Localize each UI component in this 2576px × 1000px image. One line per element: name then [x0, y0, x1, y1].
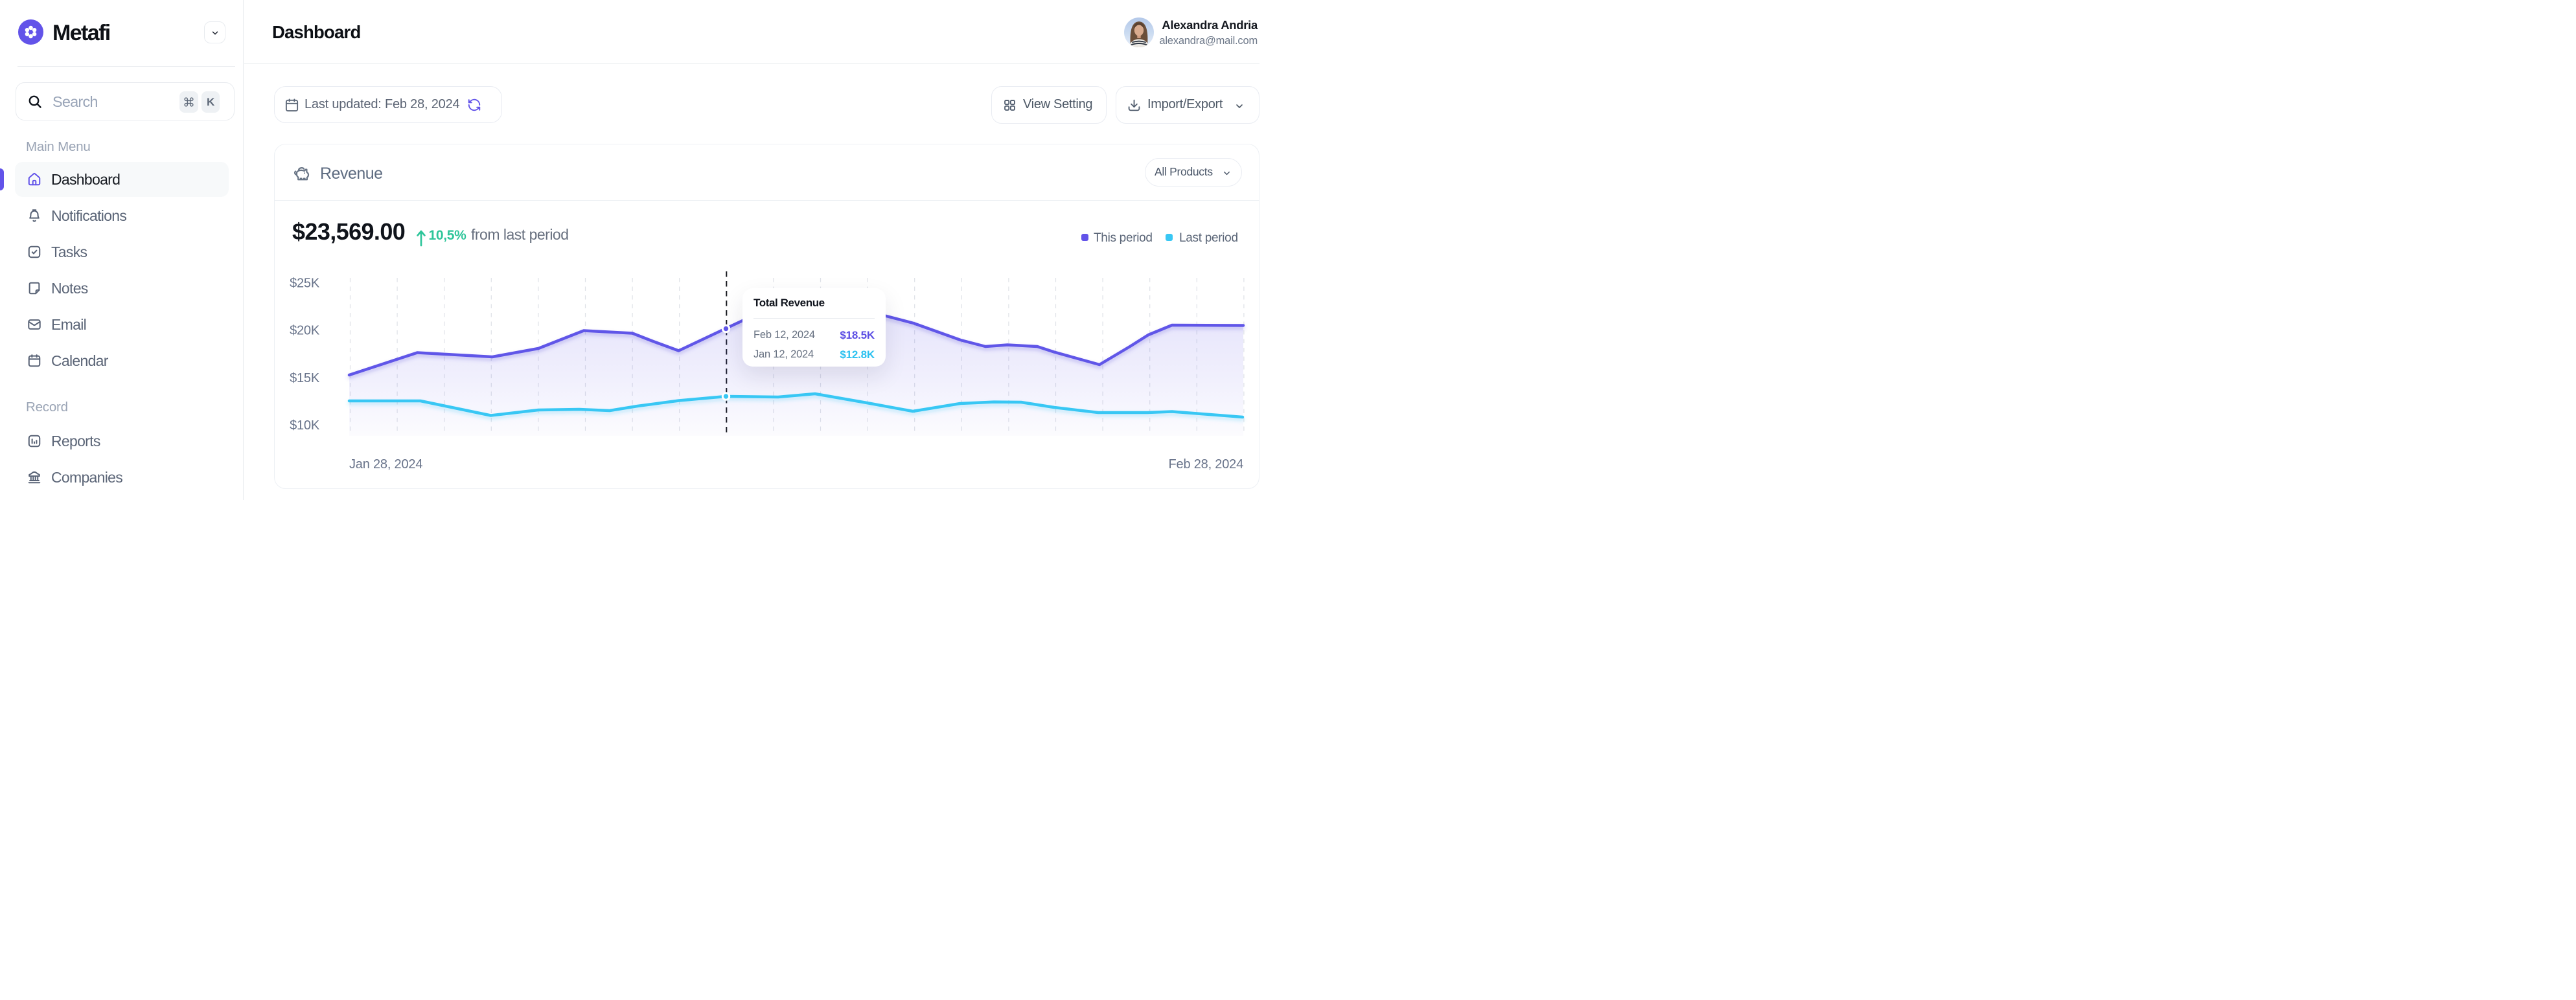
svg-text:$15K: $15K	[290, 371, 320, 385]
svg-text:$25K: $25K	[290, 277, 320, 291]
svg-text:Jan 28, 2024: Jan 28, 2024	[349, 457, 422, 472]
svg-text:$10K: $10K	[290, 418, 320, 433]
svg-text:$20K: $20K	[290, 324, 320, 338]
svg-text:Feb 28, 2024: Feb 28, 2024	[1169, 457, 1244, 472]
